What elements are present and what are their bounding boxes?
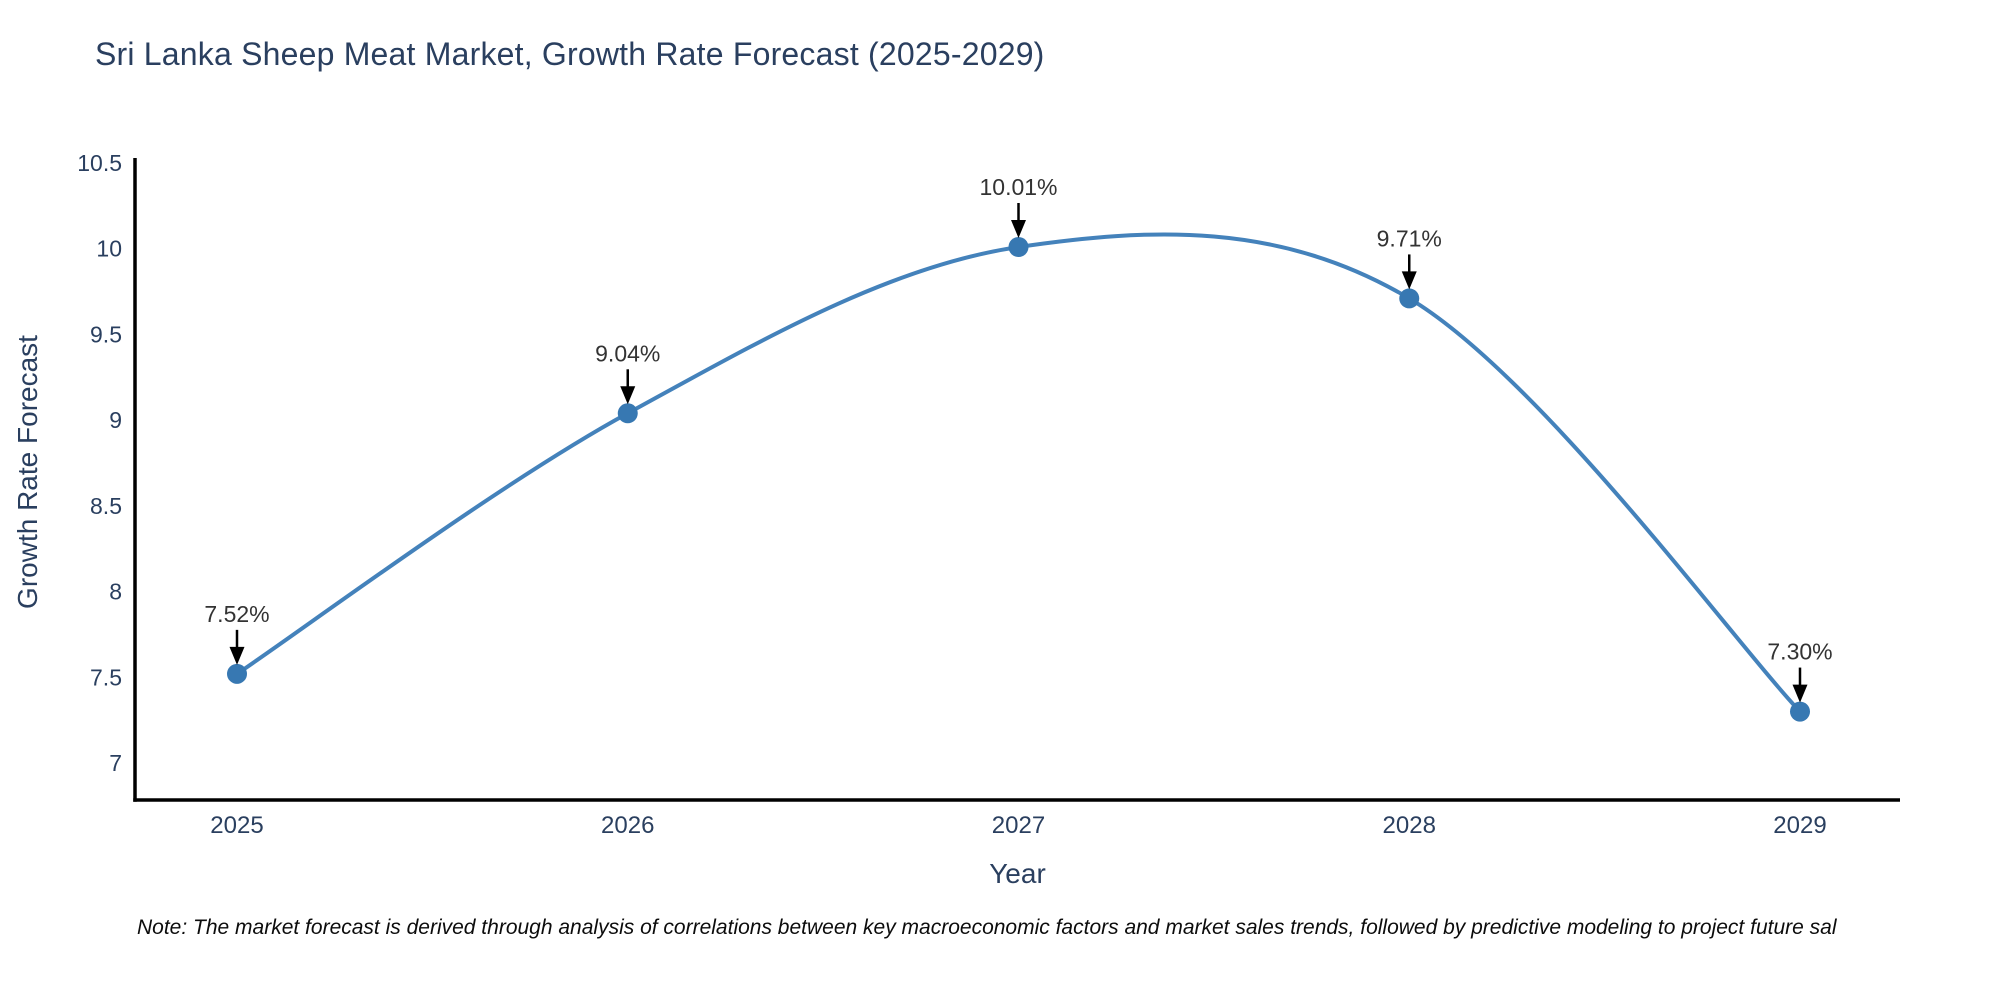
chart-title: Sri Lanka Sheep Meat Market, Growth Rate… <box>95 36 1045 72</box>
annotation-label: 10.01% <box>979 174 1057 200</box>
y-tick-label: 9.5 <box>90 321 122 347</box>
data-point-marker <box>1399 288 1420 309</box>
y-tick-label: 7 <box>109 750 122 776</box>
y-tick-label: 8 <box>109 579 122 605</box>
data-point-marker <box>227 663 247 684</box>
annotation-label: 9.71% <box>1377 225 1442 251</box>
y-tick-label: 9 <box>109 407 122 433</box>
data-point-marker <box>1790 701 1810 722</box>
footnote: Note: The market forecast is derived thr… <box>137 916 1837 939</box>
y-tick-label: 7.5 <box>90 664 122 690</box>
y-tick-label: 10 <box>96 236 122 262</box>
annotation-arrow-head <box>229 646 245 665</box>
x-axis-title: Year <box>989 858 1046 889</box>
annotation-label: 7.52% <box>204 601 269 627</box>
data-point-marker <box>1008 237 1029 258</box>
annotation-arrow-head <box>1792 684 1808 703</box>
annotation-arrow-head <box>620 386 636 405</box>
annotation-arrow-head <box>1401 271 1417 290</box>
x-tick-label: 2026 <box>601 812 654 839</box>
x-tick-label: 2025 <box>210 812 263 839</box>
data-point-marker <box>617 403 638 424</box>
y-tick-label: 10.5 <box>77 150 122 176</box>
y-tick-label: 8.5 <box>90 493 122 519</box>
annotation-label: 7.30% <box>1767 639 1832 665</box>
x-tick-label: 2028 <box>1383 812 1436 839</box>
x-tick-label: 2027 <box>992 812 1045 839</box>
trend-line <box>235 232 1802 714</box>
x-tick-label: 2029 <box>1773 812 1826 839</box>
annotation-arrow-head <box>1011 220 1026 239</box>
annotation-label: 9.04% <box>595 340 660 366</box>
